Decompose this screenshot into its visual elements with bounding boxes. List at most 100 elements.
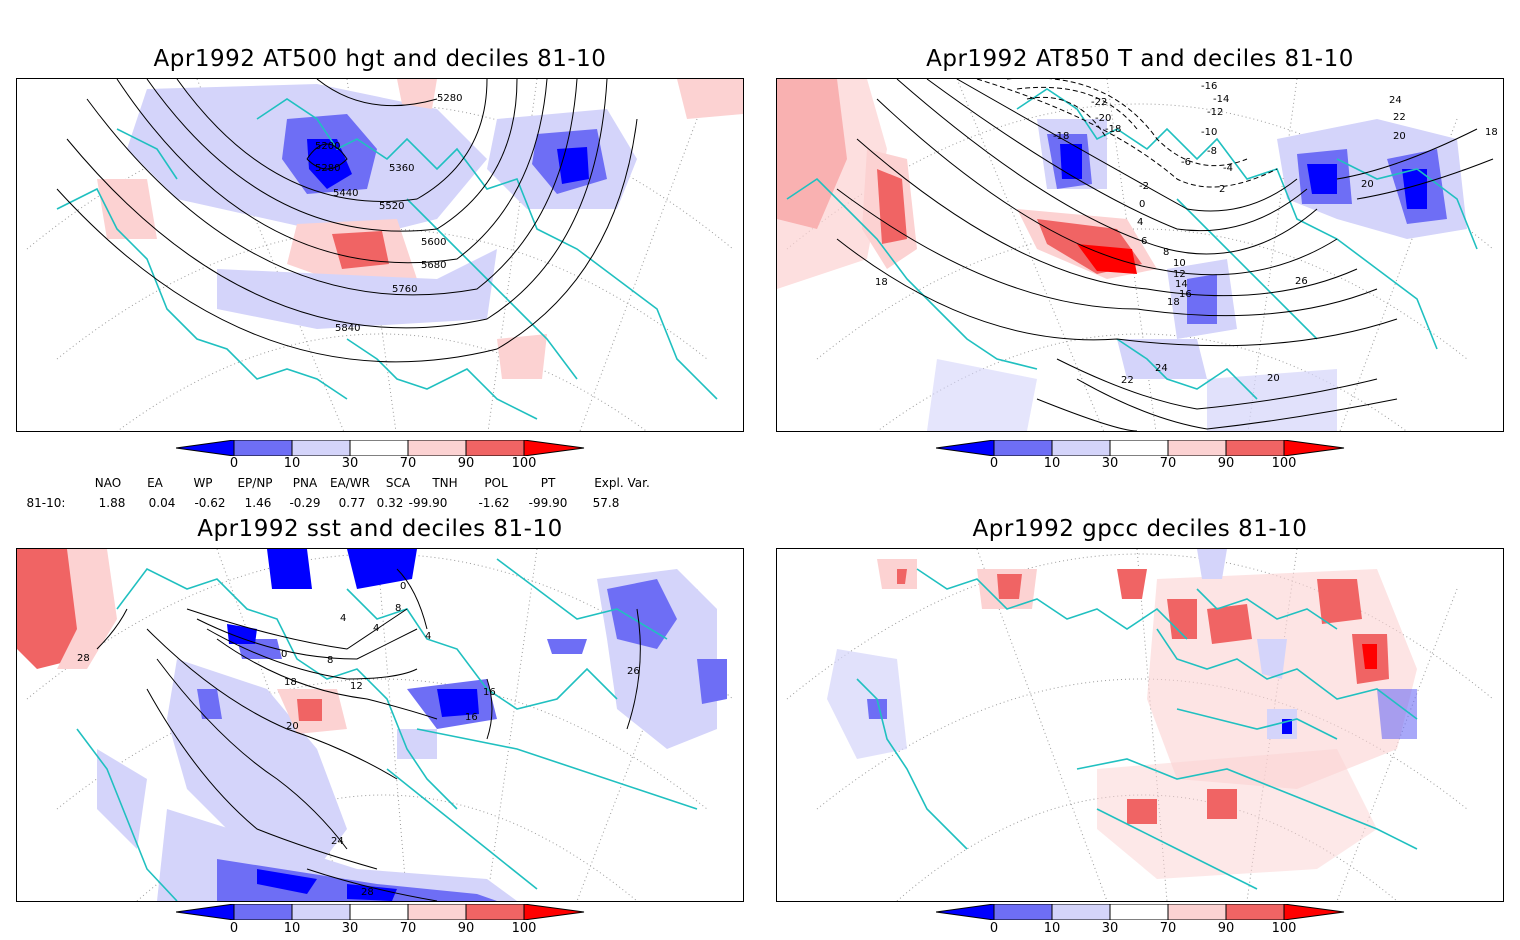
height-contours <box>56 79 638 363</box>
contour-label: 16 <box>465 712 478 723</box>
colorbar-bin-above-100 <box>523 439 585 457</box>
contour-label: 22 <box>1121 375 1134 386</box>
colorbar-bin-30-70 <box>1109 903 1169 921</box>
panel-title-gpcc: Apr1992 gpcc deciles 81-10 <box>972 516 1308 542</box>
contour-label: 5360 <box>389 163 414 174</box>
colorbar-sst: 0 10 30 70 90 100 <box>175 903 586 940</box>
contour-label: 6 <box>1141 236 1147 247</box>
colorbar-hgt500: 0 10 30 70 90 100 <box>175 439 586 476</box>
contour-label: -22 <box>1091 97 1107 108</box>
colorbar-tick: 70 <box>399 921 417 936</box>
index-header: PT <box>540 476 556 490</box>
contour-label: 4 <box>340 613 346 624</box>
contour-label: 22 <box>1393 112 1406 123</box>
colorbar-tick: 70 <box>399 456 417 471</box>
colorbar-tick: 100 <box>1271 921 1297 936</box>
colorbar-tick: 10 <box>283 921 301 936</box>
contour-labels: 0 0 4 4 4 8 8 12 16 16 18 20 24 26 28 28 <box>77 581 640 898</box>
colorbar-bin-0-10 <box>233 439 293 457</box>
contour-label: 16 <box>483 687 496 698</box>
contour-label: 5280 <box>437 93 462 104</box>
contour-label: 28 <box>361 887 374 898</box>
contour-label: -20 <box>1095 113 1111 124</box>
index-value: -0.29 <box>289 496 321 510</box>
contour-labels: 5200 5280 5280 5360 5440 5520 5600 5680 … <box>315 93 462 334</box>
contour-label: 12 <box>1173 269 1186 280</box>
colorbar-bin-70-90 <box>1167 439 1227 457</box>
index-value: 0.04 <box>148 496 176 510</box>
colorbar-bin-below-0 <box>935 903 995 921</box>
contour-label: 5440 <box>333 188 358 199</box>
contour-label: -18 <box>1105 124 1121 135</box>
colorbar-tick: 10 <box>1043 456 1061 471</box>
contour-label: 0 <box>1139 199 1145 210</box>
index-header: SCA <box>385 476 411 490</box>
colorbar-tick: 30 <box>1101 456 1119 471</box>
index-header: EA <box>147 476 163 490</box>
index-header: WP <box>193 476 213 490</box>
colorbar-tick: 90 <box>1217 921 1235 936</box>
index-value: -1.62 <box>478 496 510 510</box>
colorbar-bin-above-100 <box>1283 439 1345 457</box>
map-panel-sst: 0 0 4 4 4 8 8 12 16 16 18 20 24 26 28 28 <box>16 548 744 902</box>
contour-label: 0 <box>281 649 287 660</box>
contour-label: 4 <box>425 631 431 642</box>
contour-label: 5200 <box>315 141 340 152</box>
colorbar-tick: 90 <box>457 921 475 936</box>
index-value: -99.90 <box>528 496 568 510</box>
index-header: NAO <box>94 476 122 490</box>
contour-label: -18 <box>1053 131 1069 142</box>
contour-label: 5600 <box>421 237 446 248</box>
colorbar-bin-0-10 <box>993 439 1053 457</box>
colorbar-tick: 0 <box>229 456 239 471</box>
colorbar-tick: 100 <box>511 456 537 471</box>
contour-label: 28 <box>77 653 90 664</box>
contour-label: -16 <box>1201 81 1217 92</box>
map-panel-gpcc <box>776 548 1504 902</box>
contour-label: 0 <box>400 581 406 592</box>
index-value: 57.8 <box>592 496 620 510</box>
colorbar-bin-above-100 <box>1283 903 1345 921</box>
colorbar-bin-10-30 <box>291 903 351 921</box>
colorbar-tick: 100 <box>1271 456 1297 471</box>
colorbar-bin-10-30 <box>1051 903 1111 921</box>
colorbar-tick: 90 <box>457 456 475 471</box>
index-header: EA/WR <box>329 476 371 490</box>
colorbar-bin-70-90 <box>407 439 467 457</box>
contour-label: 4 <box>1137 217 1143 228</box>
index-row-label: 81-10: <box>26 496 66 510</box>
coastlines <box>856 568 1418 890</box>
contour-label: 16 <box>1179 289 1192 300</box>
temperature-contours <box>836 79 1494 431</box>
contour-label: 5520 <box>379 201 404 212</box>
contour-labels: -18 -22 -20 -18 -16 -14 -12 -10 -8 -6 -4… <box>875 81 1498 386</box>
contour-label: 10 <box>1173 258 1186 269</box>
contour-label: 4 <box>373 623 379 634</box>
sst-contours <box>96 568 641 901</box>
index-header: PNA <box>292 476 318 490</box>
contour-label: -2 <box>1139 181 1149 192</box>
colorbar-tick: 0 <box>989 921 999 936</box>
contour-label: 5760 <box>392 284 417 295</box>
contour-label: -12 <box>1207 107 1223 118</box>
colorbar-tick: 70 <box>1159 456 1177 471</box>
contour-label: 2 <box>1219 184 1225 195</box>
colorbar-bin-90-100 <box>1225 903 1285 921</box>
index-header: POL <box>484 476 508 490</box>
contour-label: 18 <box>1167 297 1180 308</box>
colorbar-tick: 0 <box>229 921 239 936</box>
colorbar-bin-10-30 <box>1051 439 1111 457</box>
contour-label: 5840 <box>335 323 360 334</box>
colorbar-tick: 100 <box>511 921 537 936</box>
panel-title-sst: Apr1992 sst and deciles 81-10 <box>197 516 563 542</box>
index-header: EP/NP <box>237 476 273 490</box>
colorbar-gpcc: 0 10 30 70 90 100 <box>935 903 1346 940</box>
colorbar-bin-below-0 <box>175 439 235 457</box>
contour-label: 20 <box>1361 179 1374 190</box>
contour-label: -10 <box>1201 127 1217 138</box>
colorbar-bin-30-70 <box>349 439 409 457</box>
contour-label: 24 <box>1389 95 1402 106</box>
colorbar-tick: 30 <box>1101 921 1119 936</box>
contour-label: -6 <box>1181 157 1191 168</box>
contour-label: 24 <box>331 836 344 847</box>
